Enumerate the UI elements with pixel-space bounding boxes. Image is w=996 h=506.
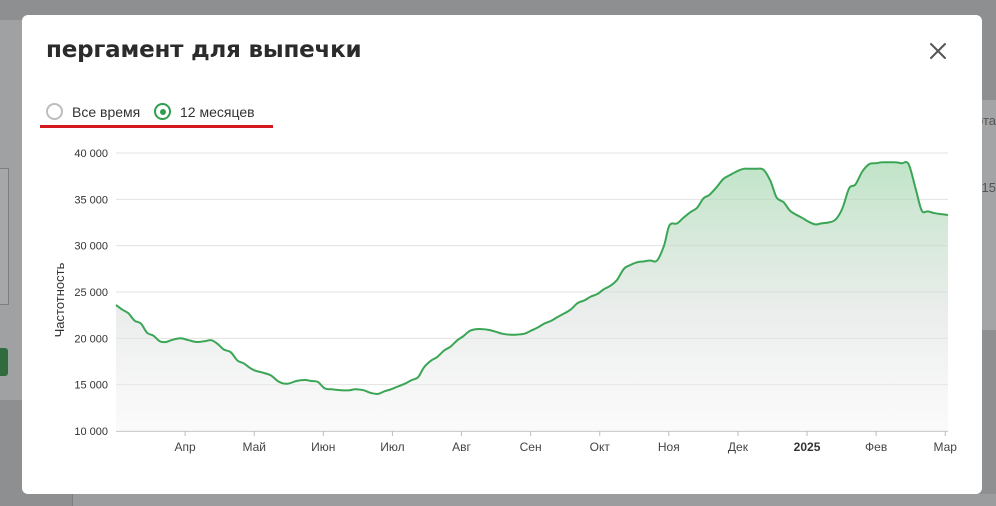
x-tick-label: 2025 xyxy=(794,440,821,454)
dialog-title: пергамент для выпечки xyxy=(46,37,362,63)
radio-label: Все время xyxy=(72,103,141,120)
x-tick-label: Окт xyxy=(590,440,611,454)
y-tick-label: 25 000 xyxy=(74,287,108,299)
radio-checked-icon[interactable] xyxy=(154,103,171,120)
radio-12-months[interactable]: 12 месяцев xyxy=(154,103,255,120)
x-tick-label: Апр xyxy=(175,440,197,454)
x-tick-label: Авг xyxy=(452,440,471,454)
x-tick-label: Фев xyxy=(865,440,887,454)
background-panel-right xyxy=(982,100,996,330)
plot-area xyxy=(115,161,949,431)
y-axis: 10 000 15 000 20 000 25 000 30 000 35 000 40 0… xyxy=(74,148,108,438)
close-button[interactable] xyxy=(926,39,950,63)
radio-label: 12 месяцев xyxy=(180,103,255,120)
x-tick-label: Июн xyxy=(311,440,335,454)
y-tick-label: 15 000 xyxy=(74,380,108,392)
y-tick-label: 20 000 xyxy=(74,333,108,345)
x-tick-label: Мар xyxy=(933,440,957,454)
y-tick-label: 10 000 xyxy=(74,426,108,438)
background-textarea xyxy=(0,168,9,305)
close-icon xyxy=(930,43,946,59)
x-tick-label: Сен xyxy=(520,440,542,454)
background-text: 15 xyxy=(981,180,996,195)
series-area xyxy=(116,162,948,431)
background-button xyxy=(0,348,8,376)
radio-all-time[interactable]: Все время xyxy=(46,103,140,120)
x-tick-label: Июл xyxy=(380,440,404,454)
frequency-dialog: пергамент для выпечки Все время 12 месяц… xyxy=(22,15,982,494)
series-line xyxy=(115,161,949,395)
radio-circle-icon[interactable] xyxy=(46,103,63,120)
y-tick-label: 35 000 xyxy=(74,194,108,206)
y-tick-label: 30 000 xyxy=(74,241,108,253)
y-tick-label: 40 000 xyxy=(74,148,108,160)
highlight-underline xyxy=(40,125,273,128)
x-tick-label: Ноя xyxy=(658,440,680,454)
background-panel-bottom xyxy=(72,494,996,506)
frequency-chart: 10 000 15 000 20 000 25 000 30 000 35 000 40 0… xyxy=(52,148,957,454)
x-tick-label: Май xyxy=(242,440,266,454)
x-tick-label: Дек xyxy=(728,440,749,454)
background-panel-left xyxy=(0,20,22,400)
x-axis: Апр Май Июн Июл Авг Сен Окт Ноя Дек 2025 Фев Мар xyxy=(116,431,957,454)
y-axis-title: Частотность xyxy=(52,262,67,337)
